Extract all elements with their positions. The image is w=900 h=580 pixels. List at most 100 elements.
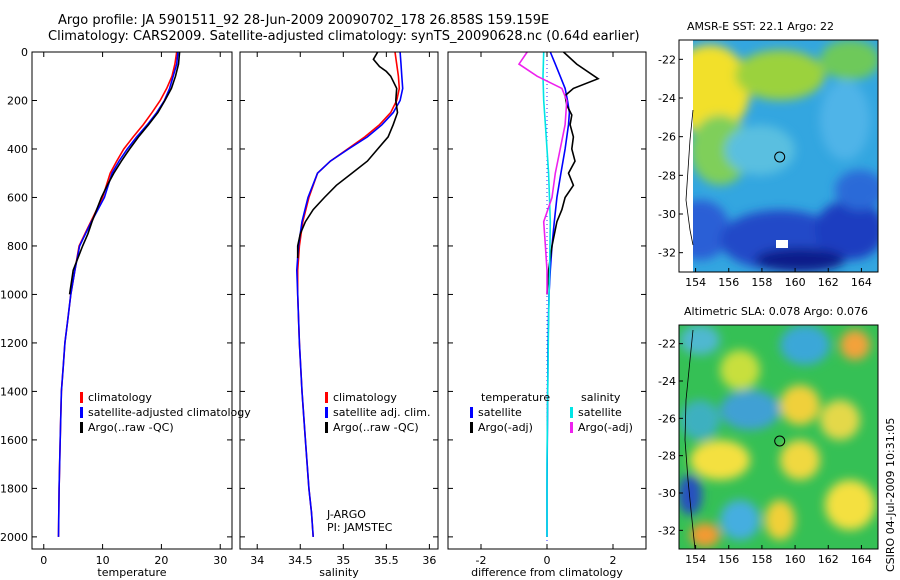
map-x-tick-label: 162 [818, 553, 839, 566]
x-tick-label: 0 [544, 554, 551, 567]
legend-label: satellite [478, 406, 522, 419]
sst-map-title: AMSR-E SST: 22.1 Argo: 22 [687, 20, 835, 33]
map-y-tick-label: -24 [658, 375, 676, 388]
series-line-salinity-satellite [542, 51, 552, 537]
y-tick-label: 1400 [0, 385, 28, 398]
map-x-tick-label: 156 [718, 276, 739, 289]
legend-label: Argo(-adj) [478, 421, 533, 434]
y-tick-label: 400 [7, 143, 28, 156]
series-line-temperature-argo-adj- [546, 51, 600, 295]
sla-map [679, 325, 878, 549]
y-tick-label: 1600 [0, 434, 28, 447]
annotation-line1: J-ARGO [327, 508, 366, 521]
legend-label: Argo(..raw -QC) [333, 421, 419, 434]
legend-swatch-blue [80, 407, 83, 418]
legend-heading: temperature [481, 391, 551, 404]
x-tick-label: 34 [250, 554, 264, 567]
x-tick-label: 2 [610, 554, 617, 567]
map-y-tick-label: -22 [658, 53, 676, 66]
sst-map [679, 40, 878, 272]
y-tick-label: 800 [7, 240, 28, 253]
legend-label: climatology [333, 391, 397, 404]
legend-swatch-cyan [570, 407, 573, 418]
map-y-tick-label: -22 [658, 338, 676, 351]
map-x-tick-label: 156 [718, 553, 739, 566]
map-y-tick-label: -30 [658, 208, 676, 221]
map-x-tick-label: 162 [818, 276, 839, 289]
y-tick-label: 2000 [0, 531, 28, 544]
y-tick-label: 600 [7, 191, 28, 204]
annotation-line2: PI: JAMSTEC [327, 521, 393, 534]
x-tick-label: 30 [213, 554, 227, 567]
legend-swatch-black [80, 422, 83, 433]
series-line-temperature-satellite [546, 51, 571, 537]
figure-title-line2: Climatology: CARS2009. Satellite-adjuste… [48, 29, 640, 44]
legend-swatch-black [470, 422, 473, 433]
y-tick-label: 1200 [0, 337, 28, 350]
axes-frame [239, 51, 439, 550]
map-y-tick-label: -28 [658, 450, 676, 463]
map-frame [678, 324, 879, 550]
map-frame [678, 39, 879, 273]
x-tick-label: 10 [96, 554, 110, 567]
legend-swatch-red [80, 392, 83, 403]
legend-label: satellite adj. clim. [333, 406, 431, 419]
legend-label: Argo(-adj) [578, 421, 633, 434]
profile-axes-layer: 0 10 20 30temperature0200400600800100012001… [0, 46, 647, 579]
sla-map-axes: 154 156 158 160 162 164 -22 -24 -26 -28 -30 -32 [658, 324, 879, 566]
legend-swatch-blue [470, 407, 473, 418]
map-x-tick-label: 160 [785, 276, 806, 289]
salinity-legend: climatology satellite adj. clim. Argo(..… [325, 390, 430, 435]
legend-swatch-black [325, 422, 328, 433]
temperature-legend: climatology satellite-adjusted climatolo… [80, 390, 251, 435]
x-tick-label: -2 [476, 554, 487, 567]
legend-label: climatology [88, 391, 152, 404]
x-tick-label: 34.5 [288, 554, 313, 567]
map-x-tick-label: 158 [751, 276, 772, 289]
difference-legend-salinity: salinity satellite Argo(-adj) [570, 390, 633, 435]
x-tick-label: 35.5 [374, 554, 399, 567]
legend-label: satellite-adjusted climatology [88, 406, 251, 419]
y-tick-label: 200 [7, 94, 28, 107]
map-y-tick-label: -28 [658, 169, 676, 182]
x-axis-label: salinity [319, 566, 359, 579]
map-x-tick-label: 164 [851, 276, 872, 289]
map-y-tick-label: -24 [658, 92, 676, 105]
float-annotation: J-ARGO PI: JAMSTEC [327, 508, 392, 534]
legend-label: Argo(..raw -QC) [88, 421, 174, 434]
x-tick-label: 20 [154, 554, 168, 567]
salinity-panel: 34 34.5 35 35.5 36 salinity [239, 51, 439, 579]
series-line-argo-raw-qc- [296, 51, 399, 259]
x-axis-label: temperature [97, 566, 166, 579]
series-line-climatology [296, 51, 401, 537]
x-tick-label: 0 [40, 554, 47, 567]
y-tick-label: 0 [21, 46, 28, 59]
map-x-tick-label: 154 [685, 276, 706, 289]
map-y-tick-label: -30 [658, 487, 676, 500]
temperature-panel: 0 10 20 30 temperature 0 200 400 600 800 1000 1200 1… [0, 46, 233, 579]
series-line-satellite-adj-clim- [295, 51, 404, 537]
figure-title-line1: Argo profile: JA 5901511_92 28-Jun-2009 … [58, 13, 550, 28]
legend-label: satellite [578, 406, 622, 419]
difference-legend-temperature: temperature satellite Argo(-adj) [470, 390, 550, 435]
map-y-tick-label: -26 [658, 412, 676, 425]
y-tick-label: 1000 [0, 288, 28, 301]
legend-heading: salinity [581, 391, 621, 404]
y-tick-label: 1800 [0, 482, 28, 495]
map-x-tick-label: 154 [685, 553, 706, 566]
series-line-salinity-argo-adj- [517, 51, 568, 295]
series-line-climatology [57, 51, 178, 537]
map-x-tick-label: 164 [851, 553, 872, 566]
axes-frame [31, 51, 233, 550]
legend-swatch-magenta [570, 422, 573, 433]
map-y-tick-label: -32 [658, 524, 676, 537]
legend-swatch-red [325, 392, 328, 403]
x-tick-label: 36 [422, 554, 436, 567]
map-x-tick-label: 160 [785, 553, 806, 566]
series-line-argo-raw-qc- [68, 51, 181, 295]
sla-map-title: Altimetric SLA: 0.078 Argo: 0.076 [684, 305, 869, 318]
map-y-tick-label: -26 [658, 131, 676, 144]
x-axis-label: difference from climatology [471, 566, 623, 579]
